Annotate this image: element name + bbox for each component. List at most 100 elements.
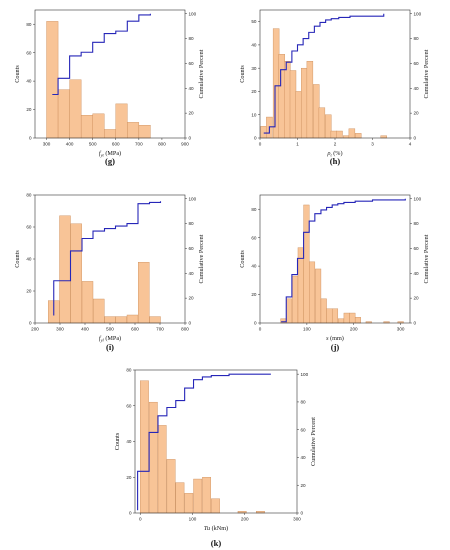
y-tick-label: 80 [126, 368, 132, 373]
bar-5 [104, 316, 116, 324]
bar-9 [313, 84, 320, 139]
x-axis-label-sub: t [330, 153, 332, 158]
y-axis-label: Counts [14, 250, 21, 268]
plot-frame [34, 9, 186, 139]
cumulative-percent-line [53, 201, 162, 316]
cumulative-percent-line [263, 13, 385, 134]
panel-label: (j) [331, 342, 340, 352]
x-tick-label: 300 [397, 327, 405, 332]
bar-14 [343, 135, 350, 139]
x-tick-label: 1 [296, 142, 299, 147]
y-tick-label: 80 [251, 207, 257, 212]
bar-8 [326, 308, 333, 324]
x-axis-label: s (mm) [326, 335, 344, 342]
x-axis-label-main: Tu [204, 525, 210, 532]
bar-0 [260, 126, 267, 139]
bar-3 [166, 459, 176, 514]
bar-4 [93, 298, 105, 324]
y2-tick-label: 60 [414, 61, 420, 66]
x-tick-label: 200 [350, 327, 358, 332]
y-tick-label: 20 [26, 107, 32, 112]
bar-5 [309, 261, 316, 324]
y-tick-label: 20 [251, 292, 257, 297]
x-tick-label: 0 [259, 327, 262, 332]
bar-8 [306, 61, 314, 139]
bar-6 [115, 103, 128, 139]
x-axis-label-unit: (kNm) [210, 525, 228, 532]
bar-9 [149, 316, 161, 324]
x-axis-label: Tu (kNm) [204, 525, 228, 532]
panel-label: (h) [330, 156, 341, 166]
y2-tick-label: 0 [414, 321, 417, 326]
y-tick-label: 20 [26, 289, 32, 294]
y-tick-label: 40 [26, 257, 32, 262]
x-tick-label: 300 [56, 327, 64, 332]
y2-tick-label: 0 [301, 511, 304, 516]
bar-12 [330, 130, 338, 139]
y2-tick-label: 20 [189, 296, 195, 301]
x-axis-label-main: ρ [326, 150, 330, 157]
x-axis-label-unit: (%) [332, 150, 343, 157]
bar-5 [104, 129, 116, 139]
bar-1 [148, 401, 158, 514]
x-axis-label-main: s [326, 335, 329, 342]
y-tick-label: 0 [129, 511, 132, 516]
bar-6 [193, 478, 203, 514]
y2-tick-label: 0 [414, 136, 417, 141]
x-tick-label: 800 [181, 327, 189, 332]
bar-2 [272, 28, 280, 139]
y-tick-label: 40 [251, 43, 257, 48]
bar-4 [175, 482, 185, 514]
bar-8 [211, 498, 220, 514]
y2-tick-label: 60 [301, 427, 307, 432]
x-axis-label: fyt (MPa) [99, 150, 121, 158]
x-tick-label: 800 [158, 142, 166, 147]
y-tick-label: 0 [254, 136, 257, 141]
x-tick-label: 300 [293, 517, 301, 522]
x-tick-label: 900 [181, 142, 189, 147]
bar-3 [278, 54, 285, 139]
y-tick-label: 0 [254, 321, 257, 326]
y2-tick-label: 0 [189, 321, 192, 326]
x-tick-label: 100 [303, 327, 311, 332]
x-tick-label: 100 [189, 517, 197, 522]
x-tick-label: 500 [106, 327, 114, 332]
bar-11 [325, 114, 332, 139]
y2-tick-label: 40 [189, 86, 195, 91]
bar-4 [92, 113, 105, 139]
y2-axis-label: Cumulative Percent [198, 234, 205, 283]
x-tick-label: 600 [112, 142, 120, 147]
panel-label: (i) [106, 342, 114, 352]
x-axis-label: fyl (MPa) [99, 335, 121, 343]
x-axis-label: ρt (%) [326, 150, 342, 158]
plot-frame [259, 194, 411, 324]
x-tick-label: 4 [409, 142, 412, 147]
bar-17 [380, 135, 387, 139]
bar-4 [284, 61, 291, 139]
bar-4 [303, 204, 310, 324]
y2-tick-label: 100 [414, 196, 422, 201]
x-tick-label: 300 [43, 142, 51, 147]
y2-tick-label: 60 [189, 61, 195, 66]
bar-15 [348, 128, 356, 139]
y-axis-label: Counts [114, 432, 121, 450]
bar-12 [349, 312, 356, 324]
y-tick-label: 20 [251, 89, 257, 94]
x-tick-label: 2 [334, 142, 337, 147]
x-tick-label: 0 [259, 142, 262, 147]
y-tick-label: 0 [29, 321, 32, 326]
y-tick-label: 40 [26, 79, 32, 84]
chart-panel-g: 300 400 500 600 700 800 9000204060800204060801… [14, 9, 205, 166]
y2-tick-label: 40 [414, 86, 420, 91]
x-tick-label: 700 [156, 327, 164, 332]
bar-2 [157, 425, 167, 514]
y2-axis-label: Cumulative Percent [310, 417, 317, 466]
y-tick-label: 10 [251, 112, 257, 117]
bar-16 [355, 133, 362, 139]
x-axis-label-unit: (MPa) [104, 150, 121, 157]
y2-tick-label: 80 [414, 36, 420, 41]
y2-tick-label: 40 [414, 271, 420, 276]
y-tick-label: 0 [29, 136, 32, 141]
